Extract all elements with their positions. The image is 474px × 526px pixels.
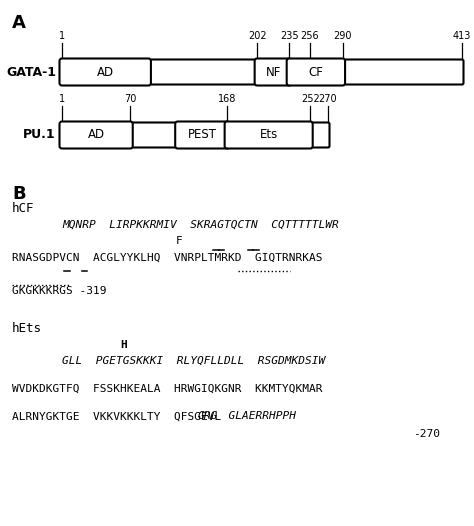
Text: AD: AD <box>97 66 114 78</box>
Text: 235: 235 <box>280 31 299 41</box>
Text: 168: 168 <box>218 94 237 104</box>
FancyBboxPatch shape <box>175 122 229 148</box>
Text: 413: 413 <box>453 31 471 41</box>
Text: F: F <box>176 236 183 246</box>
Text: 252: 252 <box>301 94 319 104</box>
FancyBboxPatch shape <box>61 123 329 147</box>
Text: B: B <box>12 185 26 203</box>
Text: ALRNYGKTGE  VKKVKKKLTY  QFSGEVL: ALRNYGKTGE VKKVKKKLTY QFSGEVL <box>12 411 221 421</box>
Text: MQNRP  LIRPKKRMIV  SKRAGTQCTN  CQTTTTTLWR: MQNRP LIRPKKRMIV SKRAGTQCTN CQTTTTTLWR <box>62 220 339 230</box>
FancyBboxPatch shape <box>225 122 313 148</box>
Text: 1: 1 <box>59 31 65 41</box>
Text: Ets: Ets <box>260 128 278 141</box>
Text: PEST: PEST <box>188 128 217 141</box>
Text: 256: 256 <box>300 31 319 41</box>
Text: GLAERRHPPH: GLAERRHPPH <box>215 411 296 421</box>
Text: GRG: GRG <box>198 411 218 421</box>
Text: -270: -270 <box>413 429 440 439</box>
FancyBboxPatch shape <box>255 58 292 86</box>
Text: H: H <box>120 340 127 350</box>
Text: 270: 270 <box>319 94 337 104</box>
Text: GATA-1: GATA-1 <box>6 66 56 78</box>
Text: A: A <box>12 14 26 32</box>
FancyBboxPatch shape <box>287 58 345 86</box>
Text: CF: CF <box>309 66 323 78</box>
Text: 290: 290 <box>333 31 352 41</box>
Text: GKGKKKRGS -319: GKGKKKRGS -319 <box>12 286 107 296</box>
FancyBboxPatch shape <box>60 58 151 86</box>
Text: 1: 1 <box>59 94 65 104</box>
Text: NF: NF <box>265 66 281 78</box>
Text: AD: AD <box>88 128 105 141</box>
Text: hCF: hCF <box>12 202 35 215</box>
Text: 70: 70 <box>124 94 137 104</box>
Text: WVDKDKGTFQ  FSSKHKEALA  HRWGIQKGNR  KKMTYQKMAR: WVDKDKGTFQ FSSKHKEALA HRWGIQKGNR KKMTYQK… <box>12 383 322 393</box>
Text: hEts: hEts <box>12 322 42 335</box>
FancyBboxPatch shape <box>61 59 464 85</box>
Text: 202: 202 <box>248 31 266 41</box>
Text: RNASGDPVCN  ACGLYYKLHQ  VNRPLTMRKD  GIQTRNRKAS: RNASGDPVCN ACGLYYKLHQ VNRPLTMRKD GIQTRNR… <box>12 253 322 263</box>
FancyBboxPatch shape <box>60 122 133 148</box>
Text: GLL  PGETGSKKKI  RLYQFLLDLL  RSGDMKDSIW: GLL PGETGSKKKI RLYQFLLDLL RSGDMKDSIW <box>62 355 325 365</box>
Text: PU.1: PU.1 <box>23 128 56 141</box>
